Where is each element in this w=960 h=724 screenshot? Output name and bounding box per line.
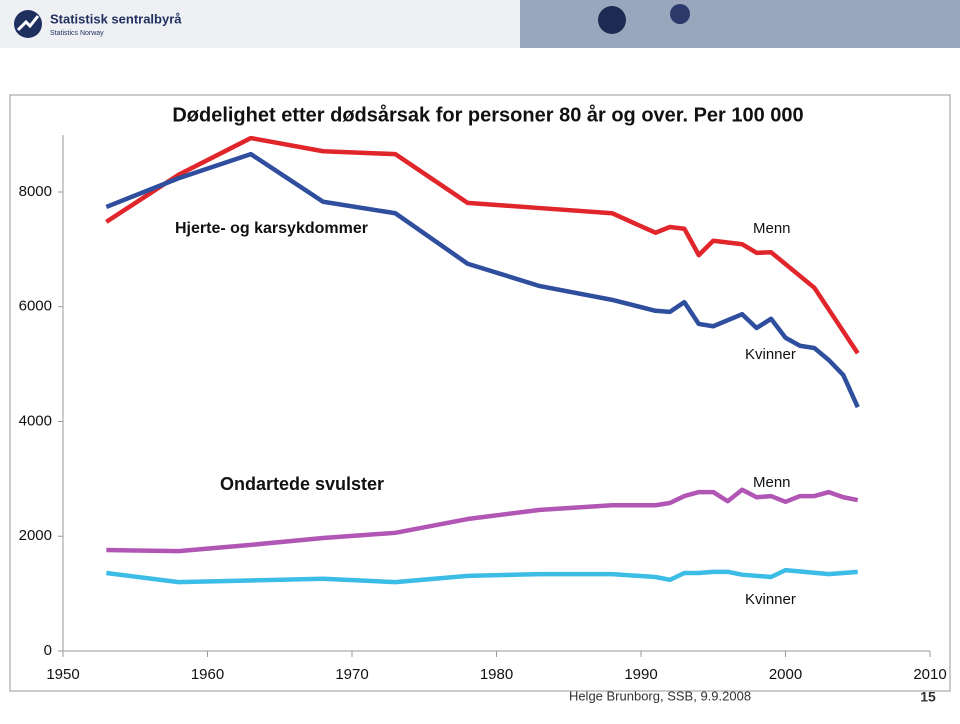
annotation: Ondartede svulster [220, 474, 384, 494]
line-series [105, 151, 860, 409]
y-tick-label: 0 [44, 642, 52, 659]
line-series [106, 567, 858, 585]
line-series [105, 135, 860, 355]
photo-ball [598, 6, 626, 34]
x-tick-label: 2000 [769, 666, 802, 683]
logo-title: Statistisk sentralbyrå [50, 11, 182, 26]
chart-title: Dødelighet etter dødsårsak for personer … [172, 103, 803, 126]
x-tick-label: 1980 [480, 666, 513, 683]
annotation: Kvinner [745, 591, 796, 608]
x-tick-label: 1970 [335, 666, 368, 683]
annotation: Kvinner [745, 346, 796, 363]
header-photo [520, 0, 960, 48]
y-tick-label: 6000 [19, 298, 52, 315]
page-number: 15 [920, 689, 936, 705]
photo-ball [670, 4, 690, 24]
logo-subtitle: Statistics Norway [50, 30, 104, 37]
footer-author: Helge Brunborg, SSB, 9.9.2008 [569, 688, 751, 703]
chart-frame [9, 94, 951, 692]
logo-swoosh [16, 15, 40, 32]
y-tick-label: 8000 [19, 183, 52, 200]
x-tick-label: 2010 [913, 666, 946, 683]
x-tick-label: 1950 [46, 666, 79, 683]
annotation: Hjerte- og karsykdommer [175, 220, 368, 237]
y-tick-label: 2000 [19, 527, 52, 544]
y-tick-label: 4000 [19, 412, 52, 429]
annotation: Menn [753, 220, 791, 237]
annotation: Menn [753, 474, 791, 491]
line-series [106, 487, 859, 554]
x-tick-label: 1990 [624, 666, 657, 683]
x-tick-label: 1960 [191, 666, 224, 683]
